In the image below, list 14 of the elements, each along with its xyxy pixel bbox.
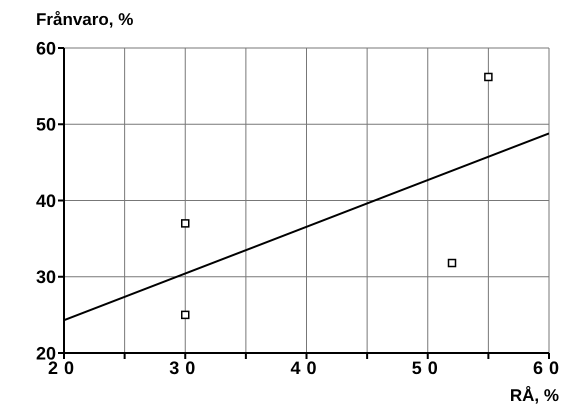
point bbox=[181, 310, 190, 320]
x-axis-title: RÅ, % bbox=[510, 386, 559, 406]
x-tick-label: 50 bbox=[412, 358, 444, 378]
y-tick-label: 60 bbox=[36, 38, 56, 58]
point bbox=[181, 219, 190, 228]
point bbox=[448, 258, 456, 268]
x-tick-label: 60 bbox=[532, 358, 566, 378]
y-tick-label: 30 bbox=[36, 267, 56, 288]
point bbox=[484, 72, 493, 82]
x-tick-label: 40 bbox=[290, 358, 323, 378]
y-tick-label: 40 bbox=[36, 190, 56, 211]
y-tick-label: 50 bbox=[36, 114, 56, 135]
x-tick-label: 30 bbox=[169, 358, 202, 378]
y-axis-title: Frånvaro, % bbox=[36, 10, 134, 30]
